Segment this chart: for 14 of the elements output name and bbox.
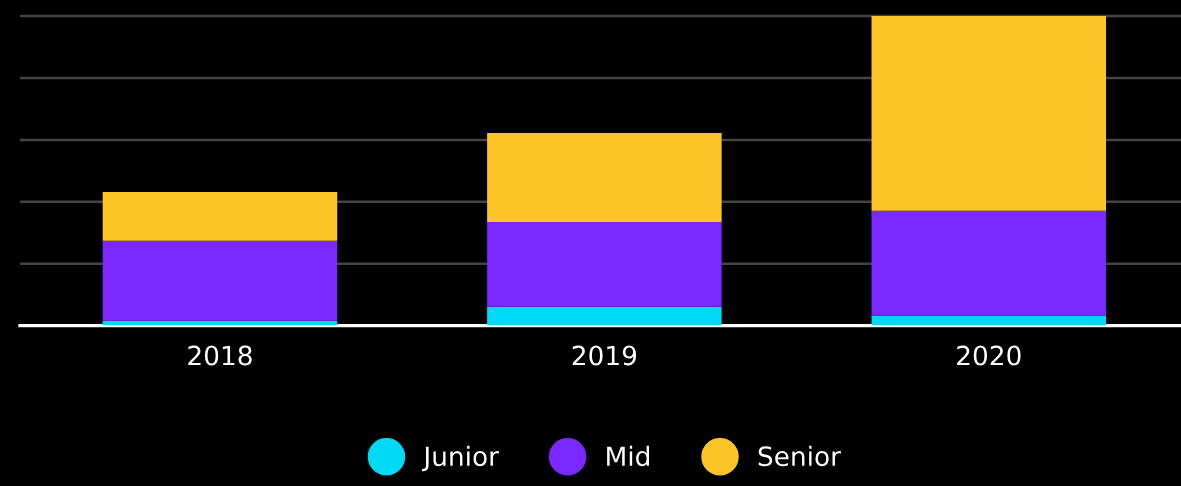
bar: [871, 210, 1107, 316]
bar: [487, 306, 722, 326]
legend-label: Senior: [758, 445, 841, 467]
bar: [487, 221, 722, 307]
bar: [102, 240, 338, 321]
legend-label: Mid: [607, 445, 649, 467]
bar: [102, 191, 338, 241]
bar: [871, 315, 1107, 326]
bar: [487, 133, 722, 222]
bar: [871, 16, 1107, 211]
legend-label: Junior: [422, 445, 499, 472]
x-tick-label: 2018: [188, 345, 252, 366]
x-tick-label: 2019: [572, 345, 637, 366]
x-tick-label: 2020: [957, 345, 1021, 366]
